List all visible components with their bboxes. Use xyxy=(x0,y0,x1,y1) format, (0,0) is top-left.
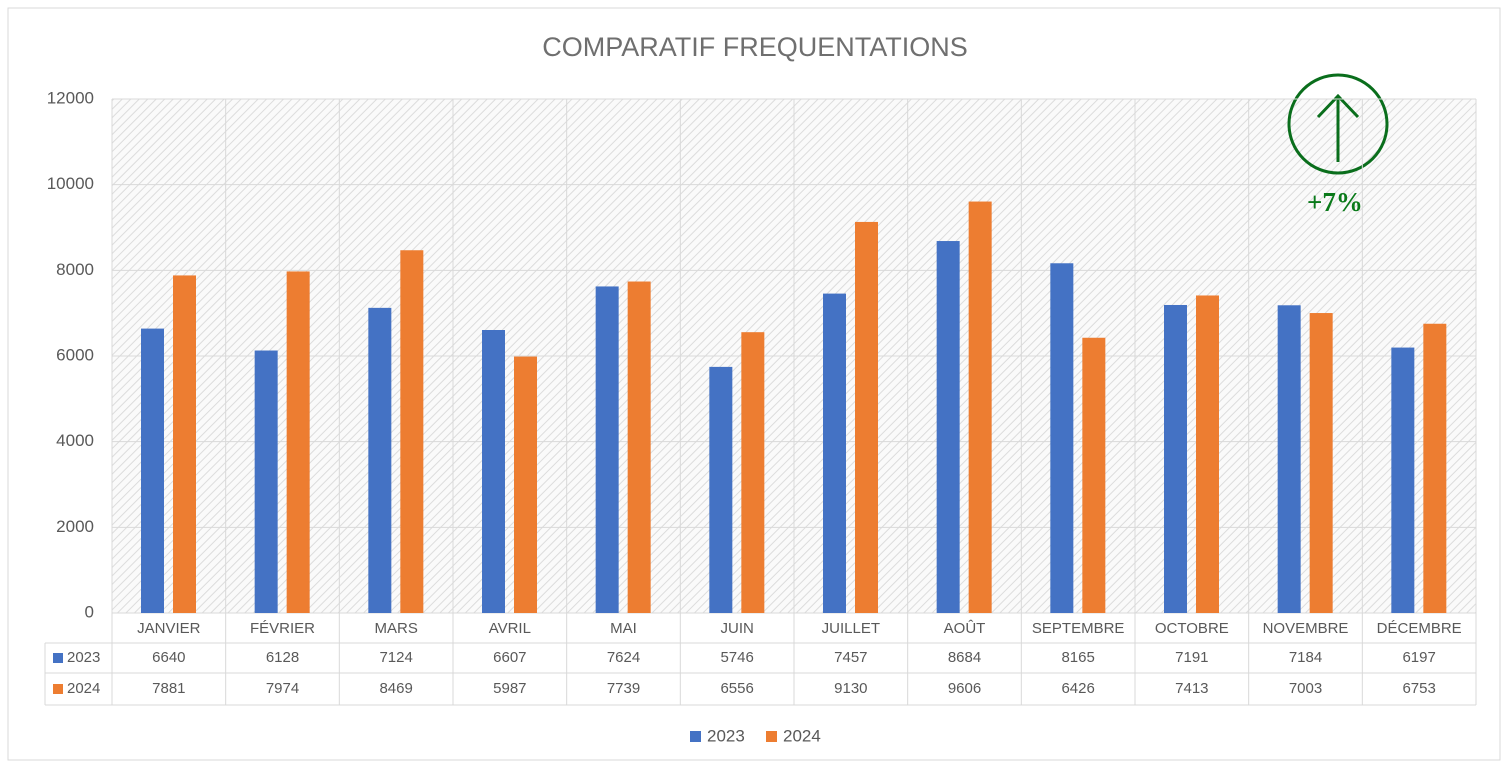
bar xyxy=(709,366,733,613)
x-tick-label: MARS xyxy=(374,620,417,637)
bar xyxy=(627,281,651,613)
bar xyxy=(514,356,537,613)
bar xyxy=(595,286,619,613)
table-value: 8469 xyxy=(379,680,412,697)
table-value: 7184 xyxy=(1289,649,1322,666)
y-tick-label: 4000 xyxy=(56,431,94,450)
bar xyxy=(1164,304,1187,613)
table-legend-key xyxy=(53,653,63,663)
table-value: 7191 xyxy=(1175,649,1208,666)
legend-label: 2023 xyxy=(707,726,745,745)
table-row-label: 2023 xyxy=(67,649,100,666)
bar xyxy=(141,328,164,613)
table-value: 6426 xyxy=(1061,680,1094,697)
y-tick-label: 2000 xyxy=(56,517,94,536)
table-value: 8165 xyxy=(1061,649,1094,666)
bar xyxy=(400,250,424,613)
x-tick-label: OCTOBRE xyxy=(1155,620,1229,637)
bar xyxy=(1391,347,1415,613)
x-tick-label: AVRIL xyxy=(489,620,531,637)
bar xyxy=(368,307,392,613)
table-value: 8684 xyxy=(948,649,981,666)
table-value: 6556 xyxy=(720,680,753,697)
bar xyxy=(855,221,878,613)
table-value: 7624 xyxy=(607,649,640,666)
x-tick-label: MAI xyxy=(610,620,637,637)
bar xyxy=(1423,323,1447,613)
y-tick-label: 6000 xyxy=(56,345,94,364)
table-value: 9606 xyxy=(948,680,981,697)
annotation: +7% xyxy=(1307,187,1363,217)
table-value: 5987 xyxy=(493,680,526,697)
table-value: 7413 xyxy=(1175,680,1208,697)
table-value: 6197 xyxy=(1402,649,1435,666)
bar xyxy=(1196,295,1219,613)
bar xyxy=(968,201,992,613)
table-value: 7003 xyxy=(1289,680,1322,697)
table-value: 6640 xyxy=(152,649,185,666)
table-value: 6607 xyxy=(493,649,526,666)
legend-swatch xyxy=(690,731,701,742)
table-value: 7124 xyxy=(379,649,412,666)
table-value: 7881 xyxy=(152,680,185,697)
bar xyxy=(286,271,310,613)
x-tick-label: FÉVRIER xyxy=(250,620,315,637)
y-tick-label: 0 xyxy=(85,602,94,621)
trend-icon xyxy=(1287,73,1389,175)
x-tick-label: JANVIER xyxy=(137,620,201,637)
bar xyxy=(254,350,278,613)
bar xyxy=(173,275,196,613)
bar xyxy=(741,332,765,613)
table-value: 7739 xyxy=(607,680,640,697)
table-value: 5746 xyxy=(720,649,753,666)
x-tick-label: SEPTEMBRE xyxy=(1032,620,1125,637)
x-tick-label: DÉCEMBRE xyxy=(1377,620,1462,637)
legend-label: 2024 xyxy=(783,726,821,745)
table-legend-key xyxy=(53,684,63,694)
chart-title: COMPARATIF FREQUENTATIONS xyxy=(542,32,968,62)
table-value: 9130 xyxy=(834,680,867,697)
table-value: 6753 xyxy=(1402,680,1435,697)
table-value: 6128 xyxy=(266,649,299,666)
x-tick-label: JUIN xyxy=(720,620,753,637)
table-row-label: 2024 xyxy=(67,680,100,697)
bar xyxy=(936,241,960,613)
legend-swatch xyxy=(766,731,777,742)
x-tick-label: JUILLET xyxy=(822,620,880,637)
y-tick-label: 12000 xyxy=(47,88,94,107)
bar xyxy=(1050,263,1074,613)
bar xyxy=(1082,337,1106,613)
y-tick-label: 10000 xyxy=(47,174,94,193)
table-value: 7457 xyxy=(834,649,867,666)
bar xyxy=(1309,313,1333,613)
x-tick-label: NOVEMBRE xyxy=(1263,620,1349,637)
bar xyxy=(482,330,505,613)
bar xyxy=(1277,305,1301,613)
table-value: 7974 xyxy=(266,680,299,697)
y-tick-label: 8000 xyxy=(56,260,94,279)
x-tick-label: AOÛT xyxy=(944,620,986,637)
bar xyxy=(823,293,846,613)
